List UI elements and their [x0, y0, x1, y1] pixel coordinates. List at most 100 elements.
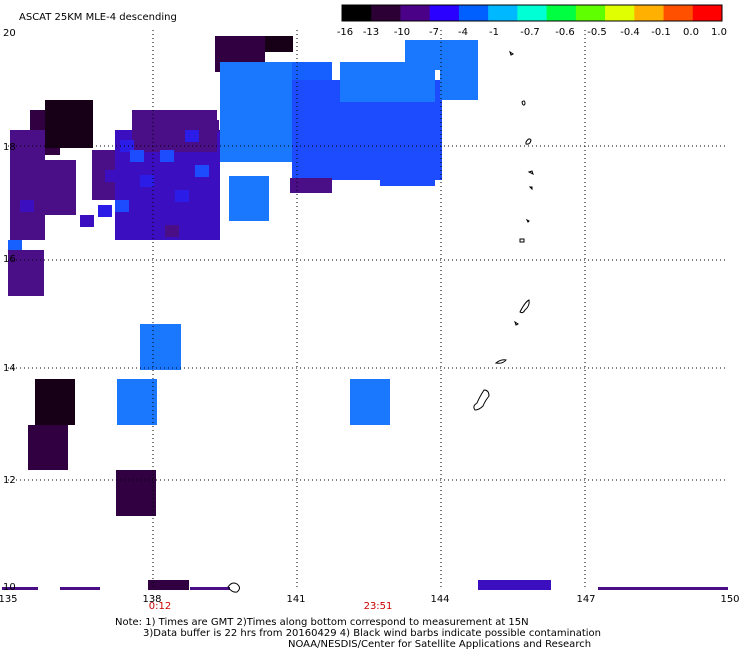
data-cell [60, 587, 100, 590]
data-cell [28, 160, 76, 215]
colorbar-label: 1.0 [711, 27, 727, 38]
colorbar-segment [575, 5, 606, 21]
data-cell [440, 40, 478, 100]
island-outline [227, 582, 240, 593]
data-cell [105, 170, 119, 182]
island-outline [494, 359, 507, 364]
colorbar-label: 0.0 [683, 27, 699, 38]
data-cell [115, 200, 129, 212]
data-cell [290, 178, 332, 193]
data-cell [150, 210, 164, 222]
colorbar-label: -1 [489, 27, 499, 38]
island-outline [519, 299, 530, 314]
longitude-label: 147 [576, 594, 595, 605]
data-cell [380, 168, 435, 186]
map-title: ASCAT 25KM MLE-4 descending [19, 12, 177, 23]
data-cell [130, 150, 144, 162]
colorbar-segment [634, 5, 665, 21]
latitude-label: 10 [3, 582, 16, 593]
data-cell [28, 425, 68, 470]
island-outline [527, 170, 534, 175]
colorbar-segment [663, 5, 694, 21]
colorbar-segment [605, 5, 635, 21]
data-cell [80, 215, 94, 227]
island-outline [519, 238, 525, 243]
colorbar-segment [400, 5, 431, 21]
island-outline [528, 186, 533, 191]
data-cell [140, 175, 154, 187]
latitude-label: 18 [3, 142, 16, 153]
latitude-label: 12 [3, 475, 16, 486]
guam-outline [473, 389, 490, 411]
colorbar-label: -0.7 [520, 27, 540, 38]
data-cell [205, 120, 219, 132]
colorbar-label: -10 [394, 27, 410, 38]
data-cell [160, 150, 174, 162]
data-cell [120, 140, 134, 152]
data-cell [20, 200, 34, 212]
data-cell [265, 36, 293, 52]
coastlines [227, 50, 534, 593]
data-cell [185, 130, 199, 142]
latitude-label: 14 [3, 363, 16, 374]
colorbar-segment [692, 5, 723, 21]
colorbar-label: -0.4 [620, 27, 640, 38]
data-cell [148, 580, 189, 590]
data-cell [132, 110, 217, 152]
longitude-labels: 135 138 141 144 147 150 [0, 594, 740, 605]
latitude-label: 20 [3, 28, 16, 39]
colorbar-label: -7 [429, 27, 439, 38]
data-cell [175, 190, 189, 202]
longitude-label: 150 [720, 594, 739, 605]
data-cell [35, 379, 75, 425]
island-outline [514, 320, 519, 326]
data-cell [140, 324, 181, 370]
island-outline [521, 100, 526, 106]
colorbar-gradient [342, 5, 723, 21]
wind-data-cells [2, 36, 728, 590]
colorbar-label: -4 [458, 27, 468, 38]
data-cell [350, 379, 390, 425]
colorbar-label: -0.1 [651, 27, 671, 38]
data-cell [45, 100, 93, 148]
longitude-label: 138 [142, 594, 161, 605]
colorbar-label: -0.6 [555, 27, 575, 38]
colorbar-segment [429, 5, 460, 21]
longitude-label: 144 [430, 594, 449, 605]
time-label: 23:51 [364, 601, 393, 612]
colorbar-segment [371, 5, 401, 21]
latitude-label: 16 [3, 254, 16, 265]
data-cell [98, 205, 112, 217]
data-cell [229, 176, 269, 221]
longitude-label: 135 [0, 594, 18, 605]
data-cell [8, 250, 44, 296]
note-line-2: 3)Data buffer is 22 hrs from 20160429 4)… [143, 628, 601, 639]
data-cell [60, 190, 74, 202]
colorbar: -16 -13 -10 -7 -4 -1 -0.7 -0.6 -0.5 -0.4 -0.1 0.0 1.… [337, 4, 727, 38]
colorbar-segment [342, 5, 372, 21]
colorbar-segment [488, 5, 518, 21]
colorbar-frame [341, 4, 723, 22]
time-labels: 0:12 23:51 [149, 601, 393, 612]
data-cell [116, 470, 156, 516]
island-outline [525, 138, 532, 145]
data-cell [117, 379, 157, 425]
colorbar-label: -16 [337, 27, 353, 38]
colorbar-segment [458, 5, 489, 21]
data-cell [195, 165, 209, 177]
island-outline [525, 218, 530, 223]
colorbar-label: -13 [363, 27, 379, 38]
colorbar-segment [517, 5, 548, 21]
data-cell [190, 587, 230, 590]
colorbar-segment [546, 5, 577, 21]
data-cell [478, 580, 551, 590]
note-line-3: NOAA/NESDIS/Center for Satellite Applica… [288, 639, 591, 650]
data-cell [165, 225, 179, 237]
latitude-labels: 20 18 16 14 12 10 [3, 28, 16, 593]
note-line-1: Note: 1) Times are GMT 2)Times along bot… [115, 617, 529, 628]
colorbar-label: -0.5 [587, 27, 607, 38]
longitude-label: 141 [286, 594, 305, 605]
data-cell [598, 587, 728, 590]
time-label: 0:12 [149, 601, 171, 612]
